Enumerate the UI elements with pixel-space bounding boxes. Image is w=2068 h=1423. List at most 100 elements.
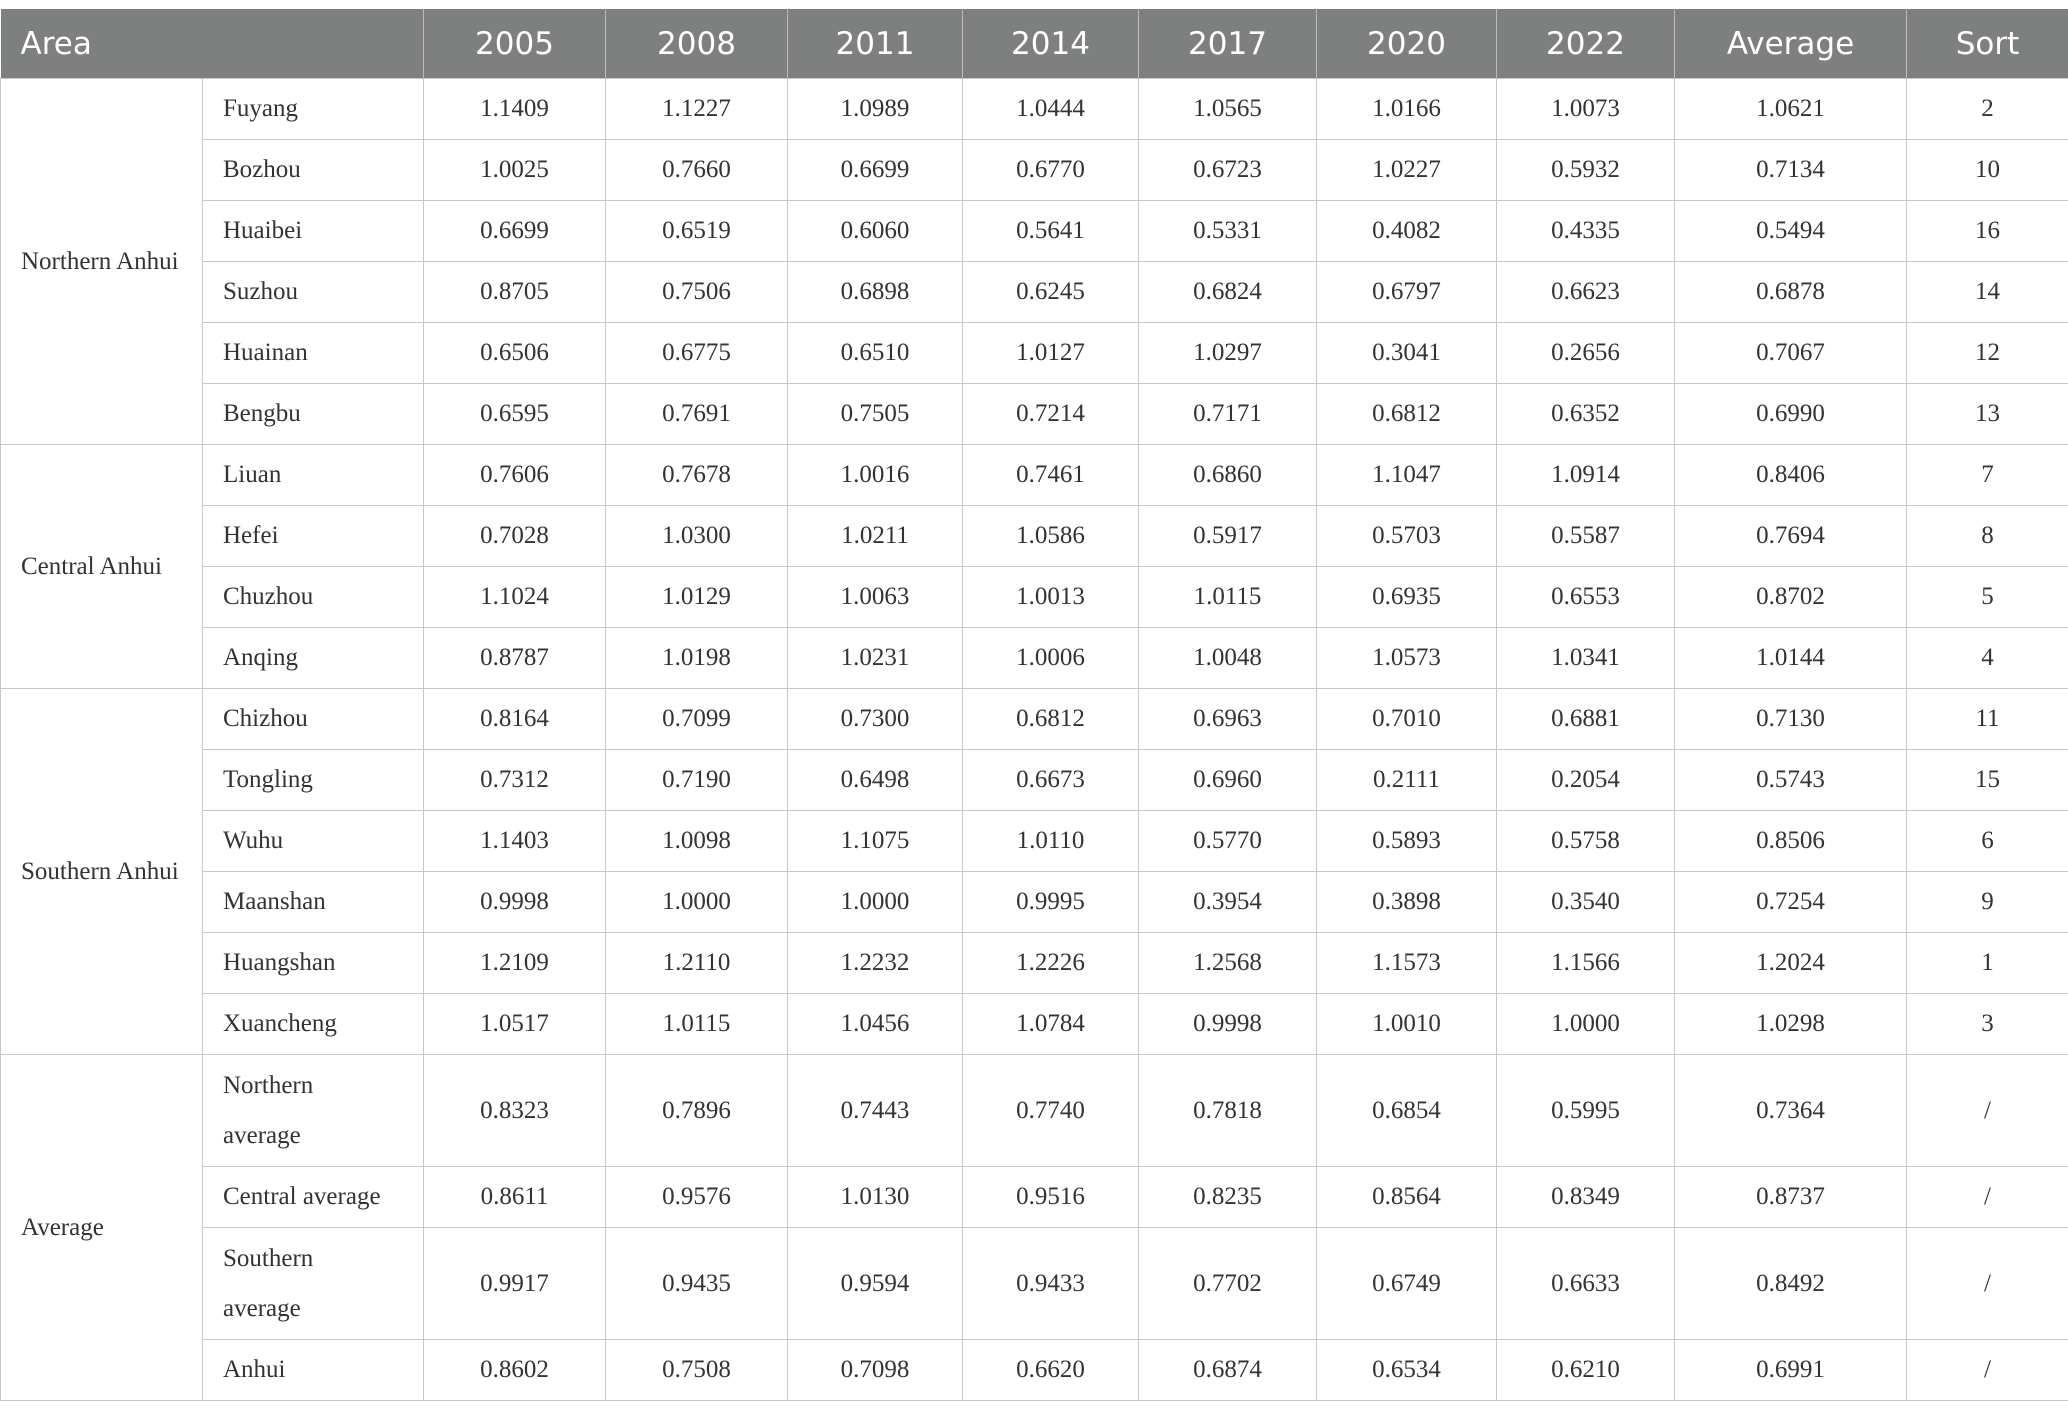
value-cell: 5 [1906, 566, 2068, 628]
value-cell: 0.8164 [423, 688, 606, 750]
city-cell: Chizhou [202, 688, 424, 750]
header-cell: 2014 [962, 9, 1139, 79]
value-cell: 0.6060 [787, 200, 963, 262]
value-cell: 1.0144 [1674, 627, 1907, 689]
city-cell: Fuyang [202, 78, 424, 140]
value-cell: 0.6534 [1316, 1339, 1497, 1401]
value-cell: 1.0198 [605, 627, 788, 689]
value-cell: 0.9516 [962, 1166, 1139, 1228]
value-cell: 0.5770 [1138, 810, 1317, 872]
value-cell: 0.9594 [787, 1227, 963, 1340]
value-cell: 1.0300 [605, 505, 788, 567]
value-cell: 4 [1906, 627, 2068, 689]
value-cell: 1.2110 [605, 932, 788, 994]
value-cell: 0.7678 [605, 444, 788, 506]
value-cell: 1.0048 [1138, 627, 1317, 689]
value-cell: 0.7300 [787, 688, 963, 750]
value-cell: 0.8235 [1138, 1166, 1317, 1228]
value-cell: / [1906, 1054, 2068, 1167]
table-row: Tongling 0.7312 0.7190 0.6498 0.6673 0.6960 0.… [1, 749, 2068, 811]
value-cell: 3 [1906, 993, 2068, 1055]
value-cell: 0.6898 [787, 261, 963, 323]
value-cell: 1.0231 [787, 627, 963, 689]
value-cell: 0.6510 [787, 322, 963, 384]
value-cell: 1.0297 [1138, 322, 1317, 384]
city-cell: Northern average [202, 1054, 424, 1167]
value-cell: 0.6673 [962, 749, 1139, 811]
value-cell: 0.9998 [1138, 993, 1317, 1055]
value-cell: 8 [1906, 505, 2068, 567]
value-cell: 1.0115 [1138, 566, 1317, 628]
value-cell: 1.0444 [962, 78, 1139, 140]
value-cell: 0.5893 [1316, 810, 1497, 872]
value-cell: 10 [1906, 139, 2068, 201]
value-cell: 1.0010 [1316, 993, 1497, 1055]
table-row: Suzhou 0.8705 0.7506 0.6898 0.6245 0.6824 0.67… [1, 261, 2068, 323]
table-row: Wuhu 1.1403 1.0098 1.1075 1.0110 0.5770 0.5893… [1, 810, 2068, 872]
city-cell: Bozhou [202, 139, 424, 201]
value-cell: 0.9576 [605, 1166, 788, 1228]
city-cell: Huaibei [202, 200, 424, 262]
city-cell: Wuhu [202, 810, 424, 872]
value-cell: 0.7896 [605, 1054, 788, 1167]
value-cell: 0.6775 [605, 322, 788, 384]
table-row: Huainan 0.6506 0.6775 0.6510 1.0127 1.0297 0.3… [1, 322, 2068, 384]
value-cell: 0.8492 [1674, 1227, 1907, 1340]
value-cell: 0.3898 [1316, 871, 1497, 933]
value-cell: 0.6553 [1496, 566, 1675, 628]
value-cell: 0.8702 [1674, 566, 1907, 628]
value-cell: 0.7702 [1138, 1227, 1317, 1340]
value-cell: 0.3540 [1496, 871, 1675, 933]
value-cell: 0.7171 [1138, 383, 1317, 445]
value-cell: 0.7254 [1674, 871, 1907, 933]
value-cell: 0.9995 [962, 871, 1139, 933]
value-cell: 0.8406 [1674, 444, 1907, 506]
value-cell: 0.9998 [423, 871, 606, 933]
city-cell: Maanshan [202, 871, 424, 933]
value-cell: 0.6623 [1496, 261, 1675, 323]
city-cell: Suzhou [202, 261, 424, 323]
value-cell: 1.2568 [1138, 932, 1317, 994]
value-cell: 0.6245 [962, 261, 1139, 323]
header-cell: 2005 [423, 9, 606, 79]
value-cell: 0.6963 [1138, 688, 1317, 750]
header-cell: 2008 [605, 9, 788, 79]
city-cell: Tongling [202, 749, 424, 811]
value-cell: 1 [1906, 932, 2068, 994]
value-cell: 0.6881 [1496, 688, 1675, 750]
value-cell: 0.7312 [423, 749, 606, 811]
header-cell: Average [1674, 9, 1907, 79]
value-cell: 1.1409 [423, 78, 606, 140]
value-cell: 1.0013 [962, 566, 1139, 628]
value-cell: 0.6210 [1496, 1339, 1675, 1401]
value-cell: 13 [1906, 383, 2068, 445]
value-cell: 0.5331 [1138, 200, 1317, 262]
value-cell: 0.5995 [1496, 1054, 1675, 1167]
value-cell: 0.5917 [1138, 505, 1317, 567]
value-cell: 0.9433 [962, 1227, 1139, 1340]
value-cell: 0.6854 [1316, 1054, 1497, 1167]
header-cell: 2020 [1316, 9, 1497, 79]
value-cell: 0.8602 [423, 1339, 606, 1401]
value-cell: 0.6506 [423, 322, 606, 384]
value-cell: 1.1024 [423, 566, 606, 628]
value-cell: / [1906, 1227, 2068, 1340]
area-cell: Average [0, 1054, 203, 1401]
value-cell: 0.6699 [423, 200, 606, 262]
value-cell: 0.6519 [605, 200, 788, 262]
table-row: Maanshan 0.9998 1.0000 1.0000 0.9995 0.3954 0.… [1, 871, 2068, 933]
value-cell: 0.7010 [1316, 688, 1497, 750]
value-cell: 0.6878 [1674, 261, 1907, 323]
value-cell: 0.4335 [1496, 200, 1675, 262]
value-cell: 0.5587 [1496, 505, 1675, 567]
value-cell: 1.0129 [605, 566, 788, 628]
value-cell: 0.5641 [962, 200, 1139, 262]
value-cell: 0.8349 [1496, 1166, 1675, 1228]
value-cell: 0.7505 [787, 383, 963, 445]
value-cell: 0.8787 [423, 627, 606, 689]
value-cell: 0.7134 [1674, 139, 1907, 201]
value-cell: 0.6770 [962, 139, 1139, 201]
value-cell: 0.6352 [1496, 383, 1675, 445]
value-cell: 0.7506 [605, 261, 788, 323]
